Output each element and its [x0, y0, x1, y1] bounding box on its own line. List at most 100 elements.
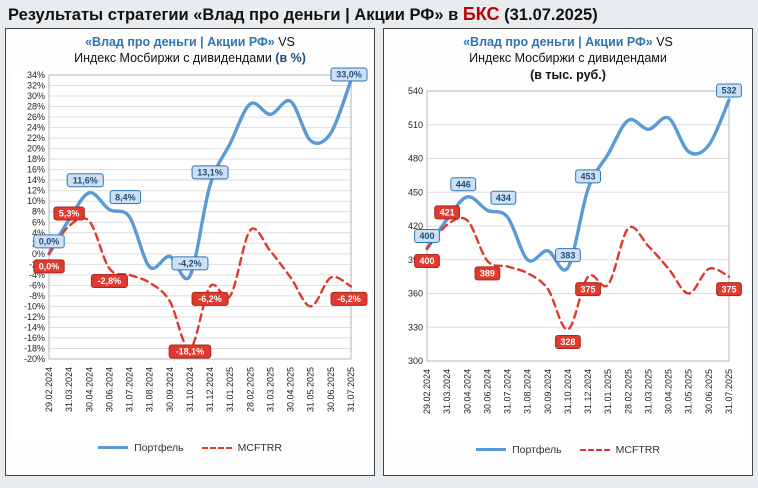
- series-line-mcftrr: [47, 216, 353, 350]
- svg-text:-6%: -6%: [29, 280, 45, 290]
- chart-title-strategy: «Влад про деньги | Акции РФ»: [463, 35, 653, 49]
- svg-text:421: 421: [440, 207, 455, 217]
- svg-text:-10%: -10%: [24, 301, 45, 311]
- svg-text:31.03.2025: 31.03.2025: [265, 367, 275, 412]
- svg-text:32%: 32%: [27, 80, 45, 90]
- svg-text:28.02.2025: 28.02.2025: [623, 369, 633, 414]
- legend-line-mcftrr-icon: [201, 446, 232, 449]
- svg-text:510: 510: [408, 120, 423, 130]
- page-title: Результаты стратегии «Влад про деньги | …: [8, 4, 750, 25]
- svg-text:30.09.2024: 30.09.2024: [543, 369, 553, 414]
- svg-text:375: 375: [721, 284, 736, 294]
- series-line-mcftrr: [425, 216, 731, 331]
- legend-item-portfolio: Портфель: [476, 444, 562, 456]
- svg-text:31.03.2024: 31.03.2024: [442, 369, 452, 414]
- svg-text:30.06.2025: 30.06.2025: [326, 367, 336, 412]
- series-line-portfolio: [47, 78, 353, 280]
- svg-text:14%: 14%: [27, 175, 45, 185]
- chart-title-vs: VS: [652, 35, 673, 49]
- svg-text:-4%: -4%: [29, 269, 45, 279]
- point-labels-portfolio: 400 446 434 383 453 532: [414, 83, 742, 262]
- svg-text:16%: 16%: [27, 164, 45, 174]
- svg-text:30.09.2024: 30.09.2024: [165, 367, 175, 412]
- chart-panel-rubles: «Влад про деньги | Акции РФ» VS Индекс М…: [383, 28, 753, 476]
- svg-text:8,4%: 8,4%: [115, 192, 136, 202]
- plot-border: [426, 90, 730, 362]
- svg-text:300: 300: [408, 356, 423, 366]
- svg-text:31.07.2024: 31.07.2024: [125, 367, 135, 412]
- legend-item-mcftrr: MCFTRR: [579, 444, 660, 456]
- svg-text:446: 446: [456, 179, 471, 189]
- svg-text:18%: 18%: [27, 154, 45, 164]
- svg-text:12%: 12%: [27, 185, 45, 195]
- series-line-portfolio: [425, 98, 731, 272]
- chart-bg: [390, 82, 746, 443]
- svg-text:532: 532: [721, 85, 736, 95]
- brand-bks: БКС: [462, 4, 500, 24]
- legend-line-mcftrr-icon: [579, 448, 610, 451]
- svg-text:31.10.2024: 31.10.2024: [185, 367, 195, 412]
- svg-text:31.01.2025: 31.01.2025: [603, 369, 613, 414]
- svg-text:400: 400: [419, 256, 434, 266]
- svg-text:30%: 30%: [27, 91, 45, 101]
- svg-text:31.07.2025: 31.07.2025: [724, 369, 734, 414]
- svg-text:30.04.2025: 30.04.2025: [286, 367, 296, 412]
- chart-panel-percent: «Влад про деньги | Акции РФ» VS Индекс М…: [5, 28, 375, 476]
- svg-text:4%: 4%: [32, 227, 45, 237]
- svg-text:5,3%: 5,3%: [59, 208, 80, 218]
- svg-text:480: 480: [408, 153, 423, 163]
- svg-text:30.04.2025: 30.04.2025: [664, 369, 674, 414]
- svg-text:28.02.2025: 28.02.2025: [245, 367, 255, 412]
- svg-text:11,6%: 11,6%: [73, 175, 98, 185]
- chart-title-benchmark: Индекс Мосбиржи с дивидендами: [469, 51, 667, 66]
- svg-text:375: 375: [581, 284, 596, 294]
- legend-item-portfolio: Портфель: [98, 442, 184, 454]
- svg-text:31.08.2024: 31.08.2024: [145, 367, 155, 412]
- svg-text:-14%: -14%: [24, 322, 45, 332]
- svg-text:540: 540: [408, 86, 423, 96]
- svg-text:-16%: -16%: [24, 332, 45, 342]
- point-labels-mcftrr: 0,0% 5,3% -2,8% -18,1% -6,2% -6,2%: [33, 205, 368, 358]
- legend-label-mcftrr: MCFTRR: [237, 441, 282, 454]
- chart-canvas-percent: -20%-18%-16%-14%-12%-10%-8%-6%-4%-2%0%2%…: [12, 66, 368, 441]
- svg-text:-18%: -18%: [24, 343, 45, 353]
- chart-title-strategy: «Влад про деньги | Акции РФ»: [85, 35, 275, 49]
- svg-text:31.05.2025: 31.05.2025: [684, 369, 694, 414]
- svg-text:31.10.2024: 31.10.2024: [563, 369, 573, 414]
- legend-rubles: Портфель MCFTRR: [476, 443, 660, 460]
- svg-text:29.02.2024: 29.02.2024: [422, 369, 432, 414]
- svg-text:31.07.2024: 31.07.2024: [503, 369, 513, 414]
- svg-text:31.01.2025: 31.01.2025: [225, 367, 235, 412]
- chart-title-vs: VS: [274, 35, 295, 49]
- svg-text:-8%: -8%: [29, 290, 45, 300]
- legend-line-portfolio-icon: [476, 448, 507, 452]
- svg-text:31.12.2024: 31.12.2024: [205, 367, 215, 412]
- point-labels-mcftrr: 400 421 389 328 375 375: [414, 205, 742, 349]
- svg-text:-6,2%: -6,2%: [337, 294, 361, 304]
- chart-title-unit: (в тыс. руб.): [530, 67, 606, 82]
- chart-title-benchmark: Индекс Мосбиржи с дивидендами: [74, 51, 272, 66]
- svg-text:-4,2%: -4,2%: [178, 258, 202, 268]
- svg-text:8%: 8%: [32, 206, 45, 216]
- svg-text:330: 330: [408, 322, 423, 332]
- svg-text:13,1%: 13,1%: [197, 167, 223, 177]
- x-axis-labels: 29.02.2024 31.03.2024 30.04.2024 30.06.2024…: [422, 369, 734, 414]
- svg-text:400: 400: [419, 231, 434, 241]
- chart-title-unit: (в %): [275, 51, 306, 66]
- chart-canvas-rubles: 30033036039042045048051054029.02.202431.…: [390, 82, 746, 443]
- page-title-prefix: Результаты стратегии «Влад про деньги | …: [8, 6, 463, 24]
- svg-text:31.03.2024: 31.03.2024: [64, 367, 74, 412]
- svg-text:22%: 22%: [27, 133, 45, 143]
- plot-border: [48, 74, 352, 359]
- y-axis-labels: -20%-18%-16%-14%-12%-10%-8%-6%-4%-2%0%2%…: [24, 70, 45, 364]
- svg-text:10%: 10%: [27, 196, 45, 206]
- svg-text:420: 420: [408, 221, 423, 231]
- svg-text:383: 383: [560, 250, 575, 260]
- legend-percent: Портфель MCFTRR: [98, 441, 282, 458]
- legend-item-mcftrr: MCFTRR: [201, 441, 282, 454]
- svg-text:434: 434: [496, 193, 511, 203]
- svg-text:-18,1%: -18,1%: [176, 346, 205, 356]
- svg-text:30.04.2024: 30.04.2024: [462, 369, 472, 414]
- y-axis-labels: 300330360390420450480510540: [408, 86, 423, 366]
- svg-text:30.06.2025: 30.06.2025: [704, 369, 714, 414]
